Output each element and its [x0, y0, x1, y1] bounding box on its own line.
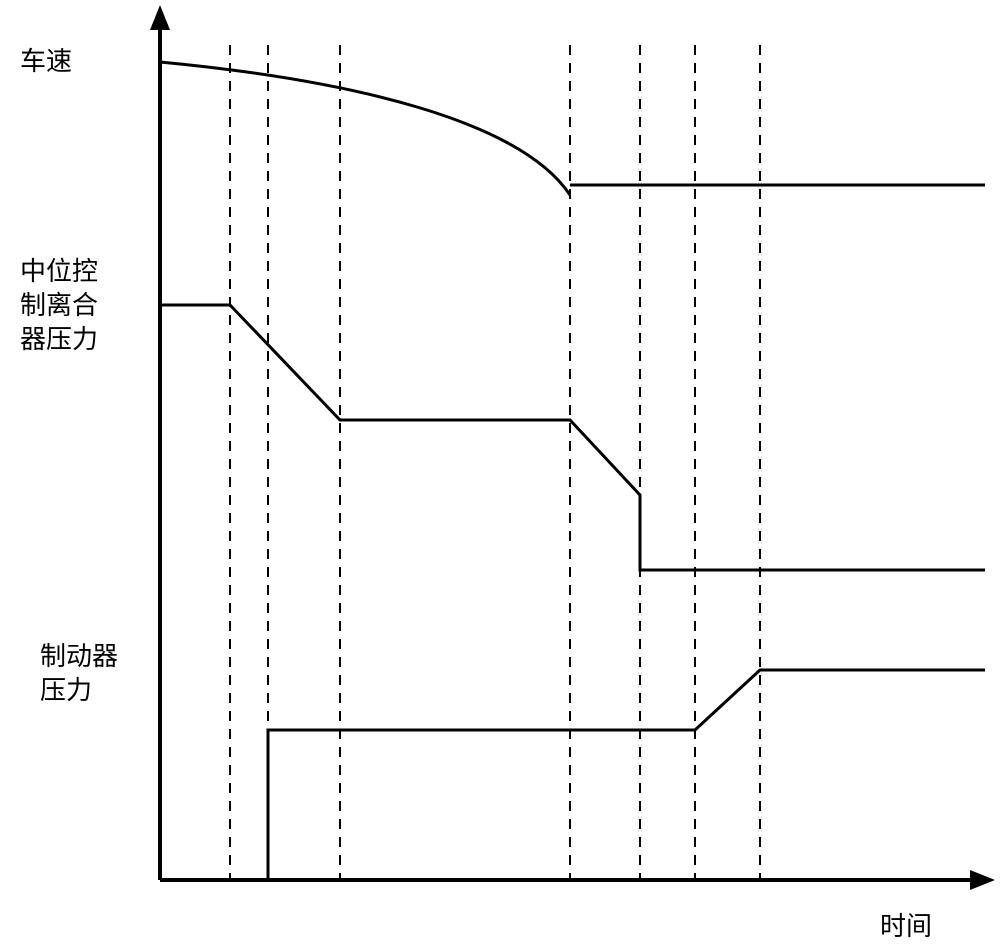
phase-dividers [230, 45, 760, 880]
brake-pressure-curve [160, 670, 985, 880]
y-axis-arrow [150, 5, 170, 30]
diagram-svg [0, 0, 1000, 946]
brake-pressure-label: 制动器压力 [40, 640, 118, 708]
time-label: 时间 [880, 910, 932, 944]
speed-curve [160, 62, 985, 195]
speed-label: 车速 [20, 45, 72, 79]
x-axis-arrow [970, 870, 995, 890]
clutch-pressure-label: 中位控制离合器压力 [20, 255, 98, 356]
timing-diagram: 车速 中位控制离合器压力 制动器压力 时间 [0, 0, 1000, 946]
clutch-pressure-curve [160, 305, 985, 570]
